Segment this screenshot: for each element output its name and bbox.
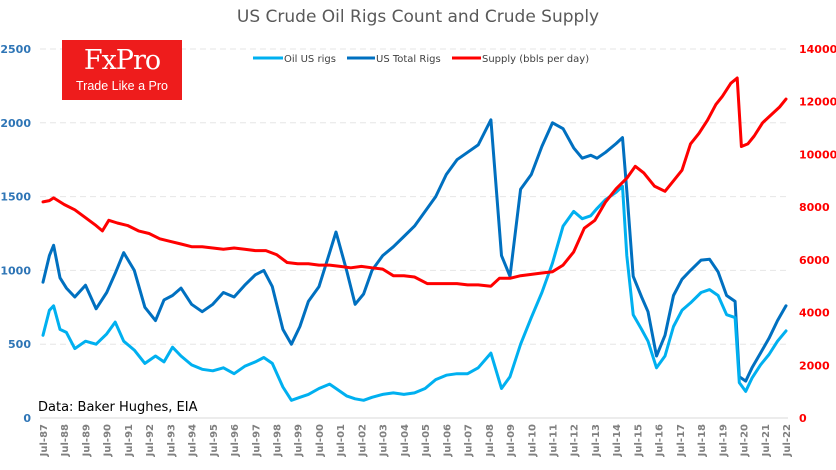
- legend-item-supply: Supply (bbls per day): [452, 54, 589, 65]
- x-tick-label: Jul-10: [527, 424, 538, 457]
- series-line-us-total-rigs: [41, 118, 788, 383]
- y-axis-right: 0 2000 4000 6000 8000 10000 12000 14000: [799, 43, 836, 425]
- x-tick-label: Jul-21: [761, 424, 772, 457]
- x-tick-label: Jul-11: [548, 424, 559, 457]
- x-tick-label: Jul-18: [697, 424, 708, 457]
- y-tick-label-left: 1000: [0, 264, 31, 277]
- y-tick-label-right: 4000: [799, 307, 830, 320]
- fxpro-logo: FxPro Trade Like a Pro: [62, 40, 182, 100]
- x-tick-label: Jul-98: [273, 424, 284, 457]
- x-tick-label: Jul-19: [718, 424, 729, 457]
- x-tick-label: Jul-17: [676, 424, 687, 457]
- x-tick-label: Jul-13: [591, 424, 602, 457]
- source-note: Data: Baker Hughes, EIA: [38, 400, 198, 415]
- x-tick-label: Jul-94: [188, 424, 199, 457]
- x-tick-label: Jul-06: [442, 424, 453, 457]
- x-tick-label: Jul-16: [655, 424, 666, 457]
- y-tick-label-right: 6000: [799, 254, 830, 267]
- x-tick-label: Jul-00: [315, 424, 326, 457]
- x-tick-label: Jul-14: [612, 424, 623, 457]
- logo-brand-name: FxPro: [83, 45, 161, 76]
- chart-title: US Crude Oil Rigs Count and Crude Supply: [237, 7, 599, 27]
- x-tick-label: Jul-15: [633, 424, 644, 457]
- legend-item-oil-rigs: Oil US rigs: [253, 54, 336, 65]
- x-tick-label: Jul-88: [60, 424, 71, 457]
- y-tick-label-left: 0: [23, 412, 31, 425]
- x-tick-label: Jul-93: [166, 424, 177, 457]
- x-tick-label: Jul-92: [145, 424, 156, 457]
- y-tick-label-right: 10000: [799, 148, 836, 161]
- x-tick-label: Jul-03: [379, 424, 390, 457]
- series-line-supply-bbls-per-day: [41, 76, 788, 288]
- y-tick-label-right: 0: [799, 412, 807, 425]
- y-tick-label-right: 2000: [799, 359, 830, 372]
- x-tick-label: Jul-90: [103, 424, 114, 457]
- legend-label-oil-rigs: Oil US rigs: [284, 54, 336, 65]
- x-tick-label: Jul-89: [81, 424, 92, 457]
- x-tick-label: Jul-08: [485, 424, 496, 457]
- x-tick-label: Jul-01: [336, 424, 347, 457]
- x-tick-label: Jul-05: [421, 424, 432, 457]
- y-tick-label-right: 8000: [799, 201, 830, 214]
- series-line-oil-us-rigs: [41, 184, 788, 402]
- y-tick-label-left: 2500: [0, 43, 31, 56]
- y-axis-left: 0 500 1000 1500 2000 2500: [0, 43, 31, 425]
- x-tick-label: Jul-96: [230, 424, 241, 457]
- x-tick-label: Jul-02: [357, 424, 368, 457]
- logo-tagline: Trade Like a Pro: [76, 79, 168, 93]
- y-tick-label-left: 1500: [0, 191, 31, 204]
- legend-item-total-rigs: US Total Rigs: [347, 54, 441, 65]
- x-tick-label: Jul-04: [400, 424, 411, 457]
- x-tick-label: Jul-97: [251, 424, 262, 457]
- x-tick-label: Jul-87: [39, 424, 50, 457]
- y-tick-label-right: 12000: [799, 96, 836, 109]
- gridlines: [40, 48, 788, 345]
- x-tick-label: Jul-95: [209, 424, 220, 457]
- x-tick-label: Jul-91: [124, 424, 135, 457]
- x-tick-label: Jul-09: [506, 424, 517, 457]
- y-tick-label-right: 14000: [799, 43, 836, 56]
- legend: Oil US rigs US Total Rigs Supply (bbls p…: [253, 54, 589, 65]
- series-group: [41, 76, 788, 402]
- x-axis: Jul-87 Jul-88 Jul-89 Jul-90 Jul-91 Jul-92 Jul-…: [39, 424, 793, 457]
- x-tick-label: Jul-22: [782, 424, 793, 457]
- x-tick-label: Jul-99: [294, 424, 305, 457]
- y-tick-label-left: 500: [8, 338, 31, 351]
- y-tick-label-left: 2000: [0, 117, 31, 130]
- legend-label-supply: Supply (bbls per day): [482, 54, 589, 65]
- x-tick-label: Jul-20: [740, 424, 751, 457]
- x-tick-label: Jul-12: [570, 424, 581, 457]
- legend-label-total-rigs: US Total Rigs: [376, 54, 441, 65]
- x-tick-label: Jul-07: [464, 424, 475, 457]
